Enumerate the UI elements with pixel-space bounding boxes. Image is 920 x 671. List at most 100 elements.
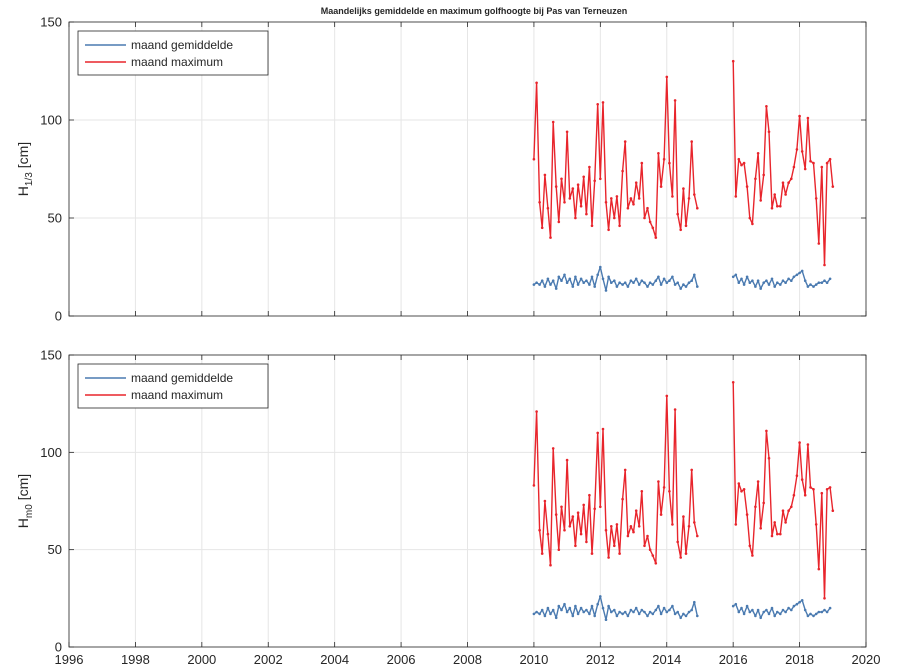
data-point-maximum [560, 177, 563, 181]
data-point-maximum [767, 130, 771, 134]
data-point-maximum [576, 511, 580, 514]
data-point-maximum [610, 525, 613, 528]
data-point-maximum [604, 201, 608, 204]
data-point-maximum [579, 532, 583, 536]
data-point-gemiddelde [784, 610, 787, 614]
data-point-maximum [676, 212, 679, 216]
data-point-maximum [626, 534, 630, 538]
data-point-gemiddelde [604, 289, 608, 292]
data-point-gemiddelde [615, 285, 619, 288]
data-point-maximum [648, 548, 652, 551]
data-point-maximum [543, 499, 547, 503]
data-point-gemiddelde [687, 610, 691, 614]
data-point-maximum [654, 562, 658, 565]
data-point-gemiddelde [610, 610, 613, 614]
data-point-maximum [776, 204, 779, 208]
data-point-gemiddelde [540, 279, 544, 283]
data-point-maximum [634, 181, 638, 184]
data-point-maximum [745, 185, 749, 188]
y-axis-label: Hm0 [cm] [15, 474, 35, 528]
data-point-gemiddelde [682, 283, 685, 286]
data-point-maximum [831, 509, 835, 512]
data-point-maximum [535, 81, 538, 85]
y-axis-label-subscript: m0 [24, 504, 35, 518]
data-point-gemiddelde [546, 277, 550, 281]
data-point-maximum [817, 242, 821, 245]
data-point-gemiddelde [690, 608, 693, 612]
data-point-maximum [731, 381, 735, 384]
data-point-maximum [538, 528, 541, 532]
data-point-gemiddelde [629, 608, 633, 612]
data-point-maximum [740, 163, 743, 167]
data-point-maximum [784, 521, 787, 524]
data-point-maximum [765, 429, 768, 433]
data-point-maximum [659, 185, 663, 188]
data-point-maximum [696, 534, 699, 538]
data-point-gemiddelde [648, 281, 652, 285]
data-point-gemiddelde [563, 273, 566, 277]
x-tick-label: 2008 [453, 652, 482, 667]
data-point-gemiddelde [662, 277, 666, 281]
data-point-gemiddelde [762, 610, 765, 614]
data-point-gemiddelde [734, 273, 738, 277]
data-point-maximum [825, 488, 829, 491]
x-tick-label: 2018 [785, 652, 814, 667]
data-point-gemiddelde [740, 606, 743, 610]
data-point-gemiddelde [551, 279, 555, 283]
data-point-maximum [831, 185, 835, 188]
data-point-maximum [551, 120, 555, 124]
data-point-maximum [565, 130, 569, 134]
data-point-maximum [590, 552, 594, 555]
data-point-maximum [795, 474, 799, 478]
data-point-maximum [582, 503, 585, 507]
data-point-gemiddelde [762, 281, 765, 285]
data-point-gemiddelde [634, 606, 638, 610]
data-point-gemiddelde [665, 281, 669, 285]
data-point-gemiddelde [549, 283, 552, 286]
data-point-gemiddelde [576, 612, 580, 616]
data-point-gemiddelde [800, 599, 804, 602]
data-point-maximum [756, 480, 760, 483]
data-point-gemiddelde [751, 279, 754, 283]
data-point-maximum [781, 509, 785, 512]
data-point-gemiddelde [687, 281, 691, 285]
data-point-maximum [787, 181, 790, 184]
data-point-gemiddelde [646, 285, 649, 288]
data-point-maximum [601, 101, 605, 104]
data-point-gemiddelde [812, 614, 815, 618]
data-point-gemiddelde [754, 614, 757, 618]
data-point-maximum [634, 509, 638, 512]
data-point-maximum [607, 228, 610, 232]
data-point-maximum [615, 195, 619, 198]
data-point-gemiddelde [543, 285, 547, 288]
x-tick-label: 2012 [586, 652, 615, 667]
data-point-gemiddelde [637, 283, 641, 286]
data-point-maximum [659, 513, 663, 516]
data-point-gemiddelde [568, 277, 572, 281]
data-point-maximum [546, 206, 550, 210]
data-point-gemiddelde [770, 277, 774, 281]
y-tick-label: 100 [40, 445, 62, 460]
data-point-gemiddelde [748, 281, 752, 285]
data-point-gemiddelde [643, 281, 646, 285]
data-point-gemiddelde [585, 608, 588, 612]
data-point-gemiddelde [825, 610, 829, 614]
x-tick-label: 2014 [652, 652, 681, 667]
data-point-gemiddelde [787, 606, 790, 610]
data-point-maximum [742, 488, 746, 491]
data-point-maximum [748, 544, 752, 548]
data-point-maximum [790, 177, 793, 181]
data-point-maximum [643, 216, 646, 220]
data-point-maximum [759, 199, 762, 202]
data-point-gemiddelde [671, 275, 674, 279]
data-point-maximum [665, 75, 669, 79]
data-point-gemiddelde [684, 614, 688, 618]
data-point-gemiddelde [696, 614, 699, 618]
data-point-gemiddelde [615, 614, 619, 618]
data-point-maximum [601, 427, 605, 431]
data-point-maximum [792, 493, 796, 497]
x-tick-label: 2000 [187, 652, 216, 667]
data-point-gemiddelde [643, 610, 646, 614]
data-point-maximum [742, 161, 746, 165]
data-point-gemiddelde [765, 608, 768, 612]
